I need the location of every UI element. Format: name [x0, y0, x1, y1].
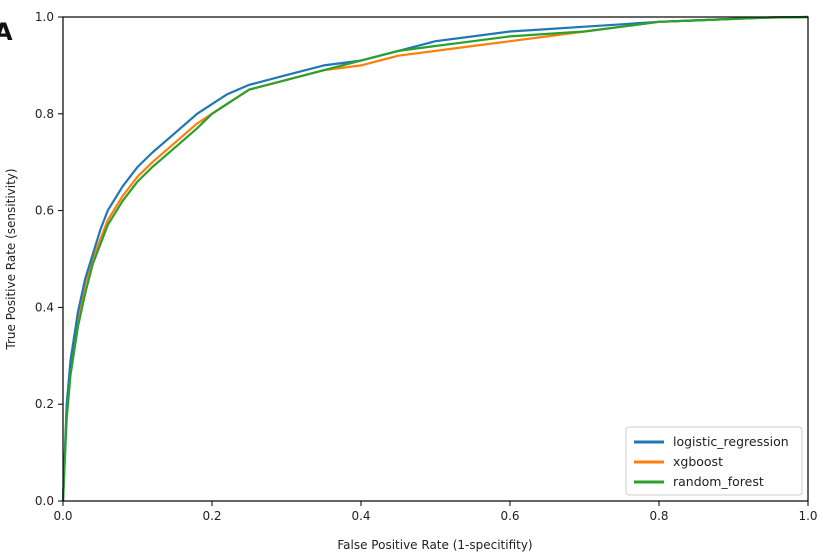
- x-tick-label: 1.0: [798, 509, 817, 523]
- y-axis: 0.0 0.2 0.4 0.6 0.8 1.0: [35, 10, 63, 508]
- curves-layer: [61, 15, 809, 502]
- series-line-random-forest: [61, 15, 809, 502]
- legend-label-logistic-regression: logistic_regression: [673, 434, 789, 449]
- plot-frame: [62, 16, 809, 502]
- y-tick-label: 0.8: [35, 107, 54, 121]
- x-tick-label: 0.0: [53, 509, 72, 523]
- legend-label-xgboost: xgboost: [673, 454, 723, 469]
- y-tick-label: 0.2: [35, 397, 54, 411]
- x-tick-label: 0.8: [649, 509, 668, 523]
- x-tick-label: 0.6: [500, 509, 519, 523]
- x-axis: 0.0 0.2 0.4 0.6 0.8 1.0: [53, 501, 818, 523]
- panel-letter: A: [0, 18, 13, 46]
- legend-box: [625, 426, 803, 496]
- series-line-logistic-regression: [61, 15, 809, 502]
- y-tick-label: 0.4: [35, 300, 54, 314]
- y-axis-label: True Positive Rate (sensitivity): [4, 168, 18, 350]
- y-tick-label: 1.0: [35, 10, 54, 24]
- legend-label-random-forest: random_forest: [673, 474, 764, 489]
- x-axis-label: False Positive Rate (1-specitifity): [337, 538, 532, 552]
- x-tick-label: 0.2: [202, 509, 221, 523]
- x-tick-label: 0.4: [351, 509, 370, 523]
- y-tick-label: 0.6: [35, 204, 54, 218]
- y-tick-label: 0.0: [35, 494, 54, 508]
